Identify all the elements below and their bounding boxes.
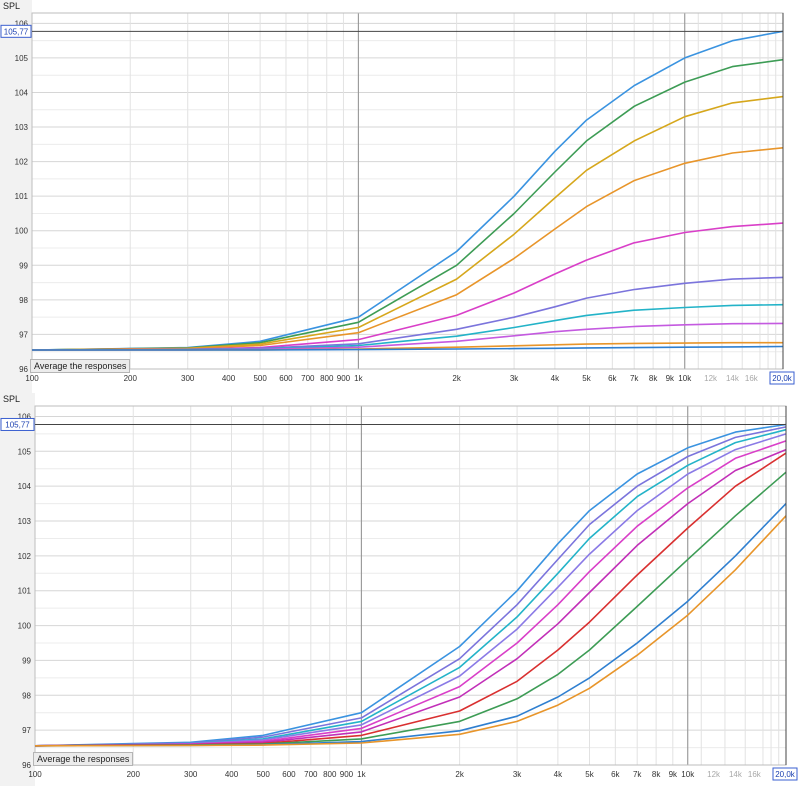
spl-plot-bottom[interactable]: 96 97 98 99 100 101 102 103 104 105 106 SPL 100 200 30… xyxy=(0,393,800,786)
y-tick-label: 96 xyxy=(22,761,31,770)
y-tick-label: 99 xyxy=(22,656,31,665)
y-tick-label: 102 xyxy=(18,552,32,561)
x-tick-label: 800 xyxy=(320,374,334,383)
series-line-1 xyxy=(31,30,784,351)
spl-plot-top[interactable]: 96 97 98 99 100 101 102 103 104 105 106 SPL 100 200 30… xyxy=(0,0,800,393)
x-tick-label: 6k xyxy=(608,374,617,383)
average-responses-button[interactable]: Average the responses xyxy=(30,359,131,373)
x-tick-label: 200 xyxy=(127,770,141,779)
x-tick-label: 9k xyxy=(669,770,678,779)
x-tick-label: 10k xyxy=(681,770,695,779)
cursor-y-readout: 105,77 xyxy=(5,420,30,429)
x-tick-label: 14k xyxy=(726,374,740,383)
cursor-y-readout-box xyxy=(0,24,32,38)
cursor-x-readout-box xyxy=(769,371,795,385)
x-tick-label: 900 xyxy=(337,374,351,383)
cursor-x-readout: 20,0k xyxy=(775,770,796,779)
series-line-10 xyxy=(32,345,784,351)
series-line-4 xyxy=(31,147,784,351)
cursor-x-readout: 20,0k xyxy=(772,374,793,383)
cursor-y-readout: 105,77 xyxy=(4,27,29,36)
x-tick-label: 2k xyxy=(452,374,461,383)
x-tick-label: 5k xyxy=(585,770,594,779)
x-tick-label: 2k xyxy=(455,770,464,779)
x-tick-label: 8k xyxy=(649,374,658,383)
x-tick-label: 8k xyxy=(652,770,661,779)
x-tick-label: 5k xyxy=(582,374,591,383)
x-tick-label: 3k xyxy=(513,770,522,779)
series-line-2 xyxy=(31,58,784,351)
y-tick-label: 101 xyxy=(18,587,32,596)
y-tick-label: 100 xyxy=(15,227,29,236)
x-tick-label: 900 xyxy=(340,770,354,779)
y-tick-label: 103 xyxy=(18,517,32,526)
x-tick-label: 4k xyxy=(551,374,560,383)
x-tick-label: 100 xyxy=(28,770,42,779)
y-tick-label: 106 xyxy=(15,19,29,28)
x-tick-label: 300 xyxy=(181,374,195,383)
x-tick-label: 12k xyxy=(707,770,721,779)
x-tick-label: 500 xyxy=(253,374,267,383)
x-tick-label: 700 xyxy=(301,374,315,383)
plot-area xyxy=(35,406,786,765)
x-tick-label: 16k xyxy=(745,374,759,383)
x-tick-label: 6k xyxy=(611,770,620,779)
series-line-4 xyxy=(34,433,787,747)
cursor-x-readout-box xyxy=(772,767,798,781)
y-tick-label: 102 xyxy=(15,158,29,167)
y-tick-label: 97 xyxy=(22,726,31,735)
x-tick-label: 9k xyxy=(666,374,675,383)
series-line-6 xyxy=(34,448,787,747)
x-tick-label: 200 xyxy=(124,374,138,383)
series-line-2 xyxy=(34,426,787,747)
y-tick-label: 96 xyxy=(19,365,28,374)
x-tick-label: 300 xyxy=(184,770,198,779)
series-line-1 xyxy=(34,423,787,747)
y-tick-label: 105 xyxy=(15,54,29,63)
series-line-5 xyxy=(34,440,787,747)
x-tick-label: 400 xyxy=(222,374,236,383)
cursor-y-readout-box xyxy=(0,417,35,431)
y-axis-gutter xyxy=(0,0,32,393)
x-tick-label: 14k xyxy=(729,770,743,779)
series-line-10 xyxy=(34,515,787,747)
x-tick-label: 500 xyxy=(256,770,270,779)
y-tick-label: 99 xyxy=(19,261,28,270)
y-tick-label: 104 xyxy=(15,88,29,97)
y-tick-label: 104 xyxy=(18,482,32,491)
average-responses-button[interactable]: Average the responses xyxy=(33,752,134,766)
x-tick-label: 800 xyxy=(323,770,337,779)
x-tick-label: 4k xyxy=(554,770,563,779)
x-tick-label: 12k xyxy=(704,374,718,383)
y-tick-label: 106 xyxy=(18,412,32,421)
y-tick-label: 97 xyxy=(19,330,28,339)
x-tick-label: 1k xyxy=(357,770,366,779)
spl-chart-bottom: 96 97 98 99 100 101 102 103 104 105 106 SPL 100 200 30… xyxy=(0,393,800,786)
y-tick-label: 98 xyxy=(22,691,31,700)
x-tick-label: 600 xyxy=(279,374,293,383)
y-tick-label: 98 xyxy=(19,296,28,305)
x-tick-label: 7k xyxy=(633,770,642,779)
x-tick-label: 400 xyxy=(225,770,239,779)
y-tick-label: 103 xyxy=(15,123,29,132)
y-tick-label: 105 xyxy=(18,447,32,456)
x-tick-label: 600 xyxy=(282,770,296,779)
x-tick-label: 16k xyxy=(748,770,762,779)
x-tick-label: 700 xyxy=(304,770,318,779)
x-tick-label: 10k xyxy=(678,374,692,383)
series-line-3 xyxy=(31,95,784,351)
y-axis-label: SPL xyxy=(3,394,20,404)
spl-chart-top: 96 97 98 99 100 101 102 103 104 105 106 SPL 100 200 30… xyxy=(0,0,800,393)
series-line-3 xyxy=(34,428,787,747)
x-tick-label: 1k xyxy=(354,374,363,383)
y-axis-gutter xyxy=(0,393,35,786)
y-axis-label: SPL xyxy=(3,1,20,11)
x-tick-label: 7k xyxy=(630,374,639,383)
y-tick-label: 100 xyxy=(18,622,32,631)
x-tick-label: 3k xyxy=(510,374,519,383)
y-tick-label: 101 xyxy=(15,192,29,201)
x-tick-label: 100 xyxy=(25,374,39,383)
